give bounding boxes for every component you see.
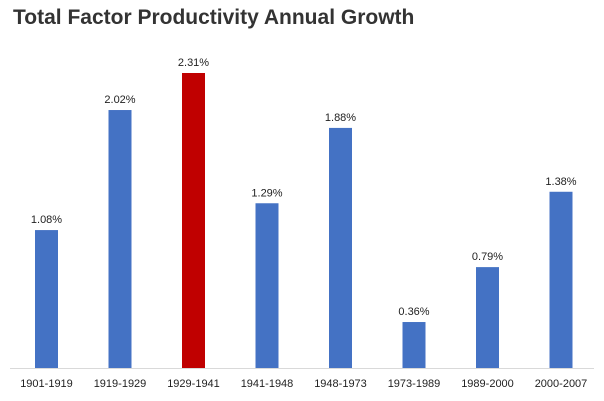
bar-1929-1941 (182, 73, 205, 368)
x-tick-label-1929-1941: 1929-1941 (167, 378, 220, 390)
chart-title: Total Factor Productivity Annual Growth (13, 6, 415, 29)
data-label-1948-1973: 1.88% (325, 112, 356, 124)
x-tick-label-1989-2000: 1989-2000 (461, 378, 514, 390)
data-label-1919-1929: 2.02% (104, 94, 135, 106)
bar-1919-1929 (108, 110, 132, 368)
bar-1941-1948 (255, 203, 279, 368)
x-tick-label-1948-1973: 1948-1973 (314, 378, 367, 390)
x-tick-label-2000-2007: 2000-2007 (535, 378, 588, 390)
bar-1973-1989 (402, 322, 426, 368)
data-label-1901-1919: 1.08% (31, 214, 62, 226)
data-label-1989-2000: 0.79% (472, 251, 503, 263)
bar-1948-1973 (329, 127, 352, 368)
data-label-1941-1948: 1.29% (251, 187, 282, 199)
data-label-2000-2007: 1.38% (545, 176, 576, 188)
bar-group (35, 73, 573, 368)
x-tick-label-1901-1919: 1901-1919 (20, 378, 73, 390)
bar-1901-1919 (35, 230, 58, 368)
data-label-group: 1.08% 2.02% 2.31% 1.29% 1.88% 0.36% 0.79% 1.38% (31, 57, 577, 318)
x-tick-label-1973-1989: 1973-1989 (388, 378, 441, 390)
x-tick-group: 1901-1919 1919-1929 1929-1941 1941-1948 1948… (20, 378, 587, 390)
bar-1989-2000 (476, 267, 499, 368)
data-label-1973-1989: 0.36% (398, 306, 429, 318)
bar-2000-2007 (549, 191, 573, 368)
x-tick-label-1941-1948: 1941-1948 (241, 378, 294, 390)
x-tick-label-1919-1929: 1919-1929 (94, 378, 147, 390)
data-label-1929-1941: 2.31% (178, 57, 209, 69)
